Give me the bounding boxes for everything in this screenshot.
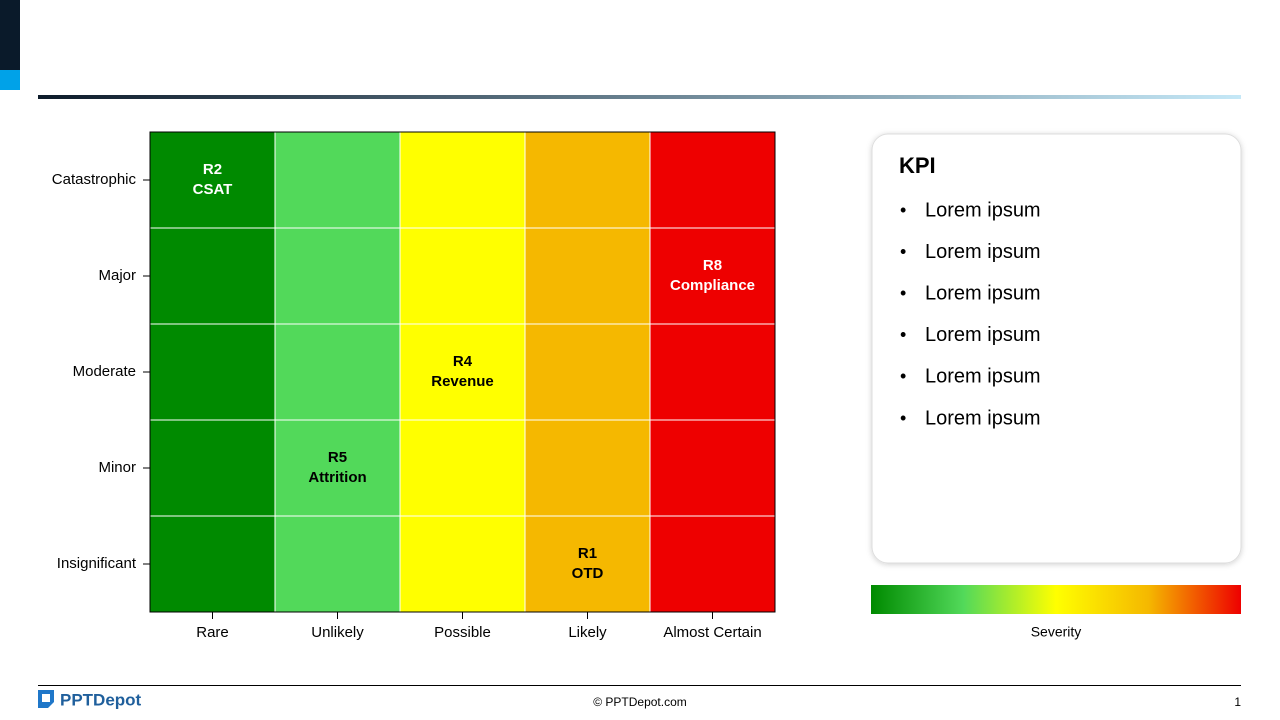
bullet: • [900,283,906,303]
risk-id: R4 [453,353,473,370]
risk-name: Attrition [308,469,366,486]
logo: PPTDepot [38,690,142,709]
copyright: © PPTDepot.com [593,695,687,709]
risk-id: R2 [203,161,222,178]
kpi-list: • Lorem ipsum • Lorem ipsum • Lorem ipsum • Lor… [900,199,1041,429]
x-tick-label: Likely [568,624,607,641]
risk-id: R5 [328,449,347,466]
x-tick-label: Rare [196,624,229,641]
bullet: • [900,366,906,386]
risk-id: R1 [578,545,597,562]
bullet: • [900,325,906,345]
risk-id: R8 [703,257,722,274]
column [275,132,400,612]
kpi-item: Lorem ipsum [925,407,1041,429]
header-accent [0,70,20,90]
kpi-item: Lorem ipsum [925,199,1041,221]
matrix: Rare Unlikely Possible Likely Almost Certain… [52,131,776,641]
kpi-title: KPI [899,153,936,178]
logo-text: PPTDepot [60,690,142,709]
y-tick-label: Major [98,267,136,284]
kpi-item: Lorem ipsum [925,282,1041,304]
header-rule [38,95,1241,99]
page-number: 1 [1234,695,1241,709]
kpi-item: Lorem ipsum [925,241,1041,263]
bullet: • [900,241,906,261]
x-tick-label: Unlikely [311,624,364,641]
y-tick-label: Minor [98,459,136,476]
bullet: • [900,408,906,428]
column [150,132,275,612]
risk-name: Compliance [670,277,755,294]
column [525,132,650,612]
column [400,132,525,612]
kpi-item: Lorem ipsum [925,366,1041,388]
logo-icon-inner [42,694,50,702]
kpi-panel [871,133,1242,564]
severity-bar [871,585,1241,614]
kpi-item: Lorem ipsum [925,324,1041,346]
x-tick-label: Possible [434,624,491,641]
column [650,132,775,612]
header-block [0,0,20,70]
risk-name: CSAT [193,181,233,198]
risk-name: Revenue [431,373,494,390]
y-tick-label: Catastrophic [52,171,137,188]
colorbar-label: Severity [1031,624,1082,640]
x-tick-label: Almost Certain [663,624,761,641]
y-tick-label: Insignificant [57,555,137,572]
y-tick-label: Moderate [73,363,136,380]
bullet: • [900,200,906,220]
risk-name: OTD [572,565,604,582]
